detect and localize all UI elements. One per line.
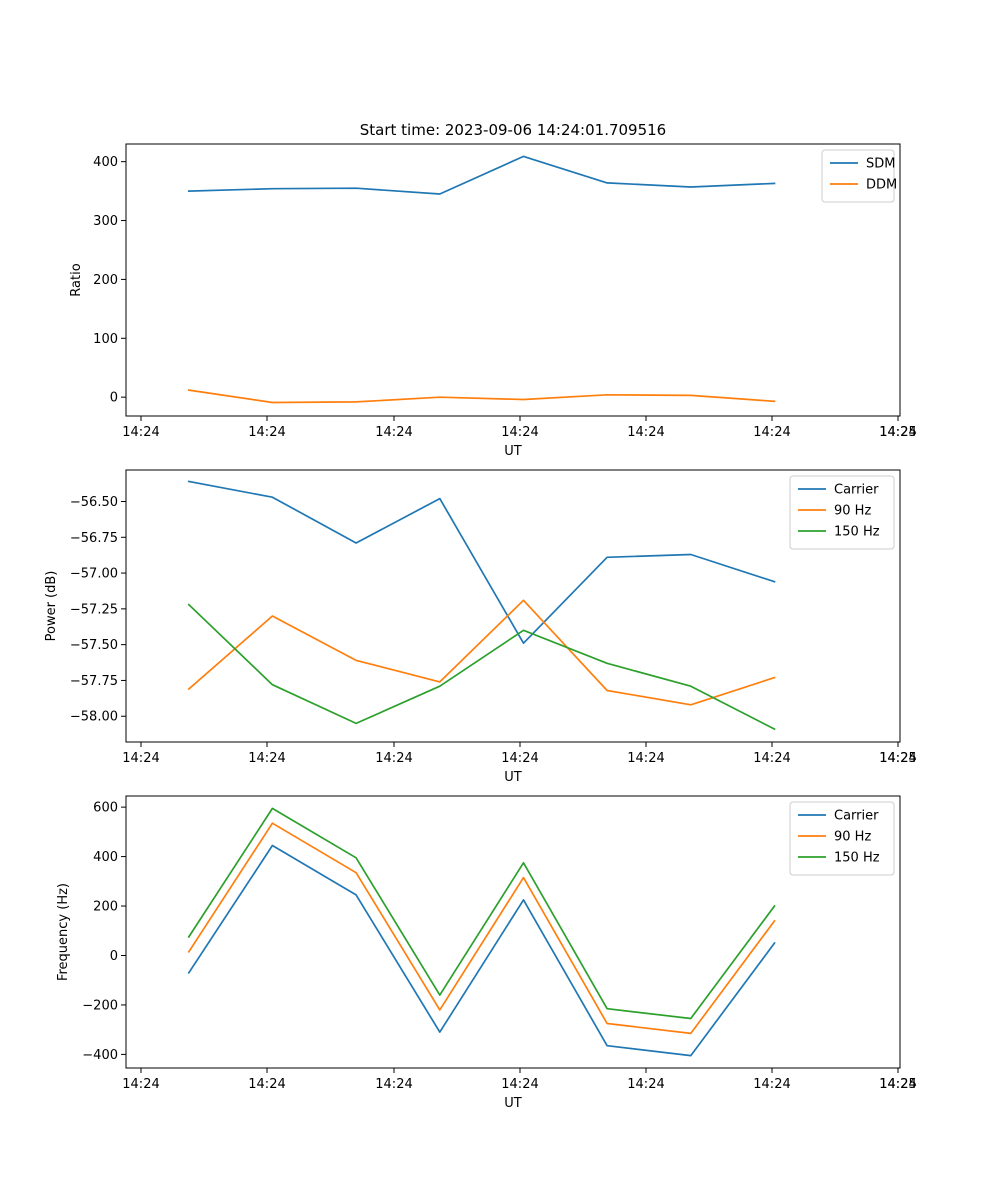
x-tick-label: 14:24	[501, 1077, 538, 1092]
legend: Carrier 90 Hz 150 Hz	[789, 801, 895, 876]
legend: SDM DDM	[821, 149, 897, 203]
x-tick-label: 14:24	[879, 751, 916, 766]
x-axis-label: UT	[504, 444, 522, 459]
legend-label: Carrier	[834, 483, 879, 498]
y-tick-label: −57.25	[70, 602, 118, 617]
y-tick-label: −58.00	[70, 710, 118, 725]
legend-label: DDM	[866, 178, 897, 193]
x-axis-label: UT	[504, 770, 522, 785]
x-tick-label: 14:24	[248, 1077, 285, 1092]
x-tick-label: 14:24	[627, 425, 664, 440]
series-line-ddm	[187, 389, 776, 404]
y-tick-label: 300	[93, 214, 118, 229]
x-axis-label: UT	[504, 1096, 522, 1111]
x-tick-label: 14:24	[501, 751, 538, 766]
y-tick-label: −200	[82, 998, 118, 1013]
legend-label: SDM	[866, 157, 895, 172]
y-tick-label: −56.50	[70, 495, 118, 510]
y-tick-label: −57.75	[70, 674, 118, 689]
series-line-150-hz	[187, 807, 776, 1020]
x-tick-label: 14:24	[879, 425, 916, 440]
series-line-carrier	[187, 844, 776, 1057]
legend: Carrier 90 Hz 150 Hz	[789, 475, 895, 550]
axes-frame	[125, 469, 901, 743]
x-tick-label: 14:25	[879, 1077, 916, 1092]
x-tick-label: 14:24	[753, 1077, 790, 1092]
legend-label: 90 Hz	[834, 504, 871, 519]
series-line-carrier	[187, 480, 776, 645]
y-tick-label: −57.00	[70, 567, 118, 582]
x-tick-label: 14:24	[627, 1077, 664, 1092]
axes-frame	[125, 795, 901, 1069]
series-line-90-hz	[187, 822, 776, 1035]
legend-label: Carrier	[834, 809, 879, 824]
x-tick-label: 14:24	[375, 1077, 412, 1092]
x-tick-label: 14:25	[879, 751, 916, 766]
y-tick-label: 200	[93, 900, 118, 915]
x-tick-label: 14:24	[122, 1077, 159, 1092]
x-tick-label: 14:24	[753, 751, 790, 766]
x-tick-label: 14:24	[375, 751, 412, 766]
series-line-90-hz	[187, 599, 776, 706]
x-tick-label: 14:24	[248, 425, 285, 440]
x-tick-label: 14:24	[753, 425, 790, 440]
axes-frame	[125, 143, 901, 417]
y-tick-label: 100	[93, 332, 118, 347]
y-axis-label: Power (dB)	[44, 571, 59, 642]
chart-2: 14:24 14:24 14:24 14:24 14:24 14:24 14:2414:25…	[44, 469, 917, 785]
legend-label: 150 Hz	[834, 525, 880, 540]
y-tick-label: 0	[110, 949, 118, 964]
x-tick-label: 14:24	[627, 751, 664, 766]
y-tick-label: −400	[82, 1048, 118, 1063]
y-axis-label: Frequency (Hz)	[56, 883, 71, 981]
x-tick-label: 14:25	[879, 425, 916, 440]
x-tick-label: 14:24	[879, 1077, 916, 1092]
chart-title: Start time: 2023-09-06 14:24:01.709516	[360, 121, 666, 139]
legend-label: 150 Hz	[834, 851, 880, 866]
y-tick-label: 400	[93, 155, 118, 170]
x-tick-label: 14:24	[375, 425, 412, 440]
y-tick-label: 400	[93, 850, 118, 865]
x-tick-label: 14:24	[501, 425, 538, 440]
series-line-sdm	[187, 155, 776, 195]
legend-label: 90 Hz	[834, 830, 871, 845]
y-tick-label: 600	[93, 801, 118, 816]
chart-1: Start time: 2023-09-06 14:24:01.709516 14…	[69, 121, 917, 459]
y-tick-label: −57.50	[70, 638, 118, 653]
x-tick-label: 14:24	[248, 751, 285, 766]
y-axis-label: Ratio	[69, 263, 84, 296]
x-tick-label: 14:24	[122, 425, 159, 440]
y-tick-label: 200	[93, 273, 118, 288]
series-line-150-hz	[187, 603, 776, 731]
y-tick-label: 0	[110, 391, 118, 406]
x-tick-label: 14:24	[122, 751, 159, 766]
chart-3: 14:24 14:24 14:24 14:24 14:24 14:24 14:2414:25…	[56, 795, 917, 1111]
y-tick-label: −56.75	[70, 531, 118, 546]
